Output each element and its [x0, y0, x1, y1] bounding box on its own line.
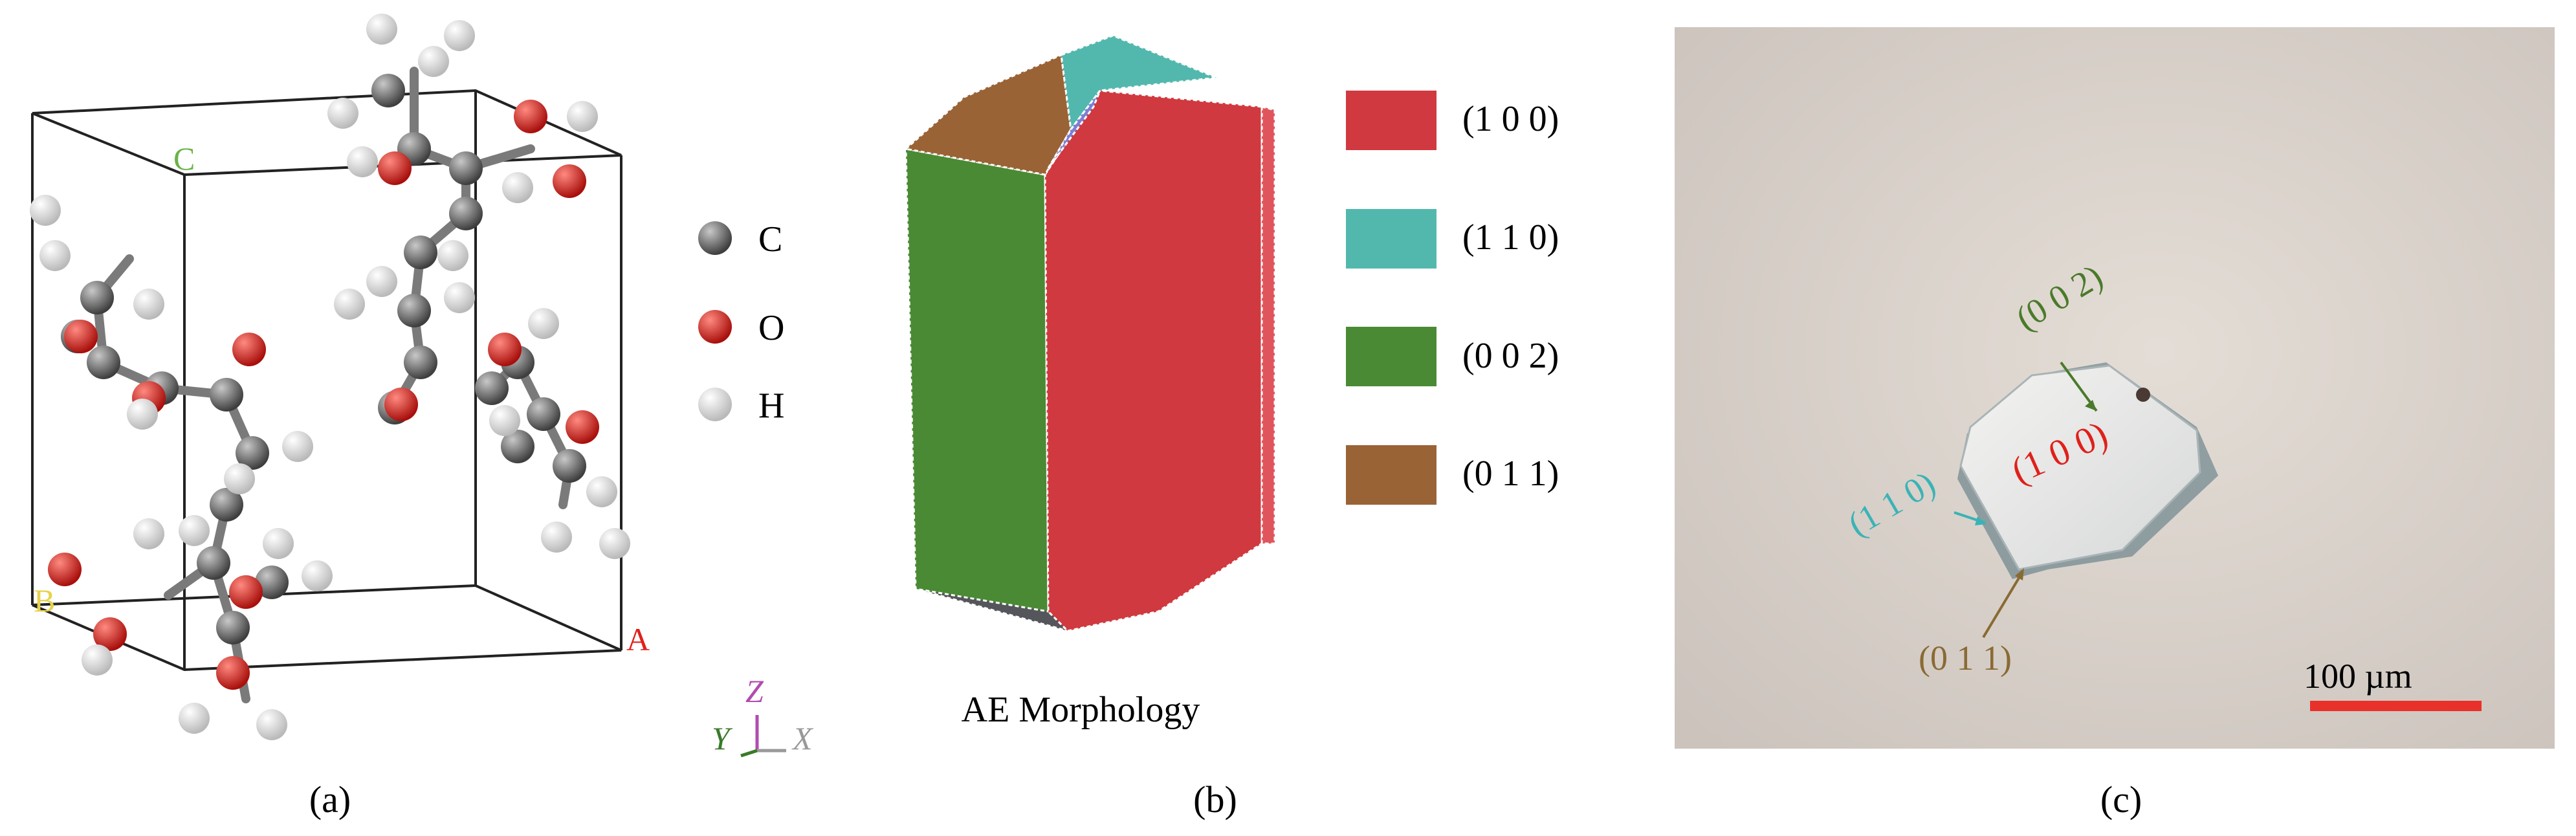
legend-swatch-100	[1346, 91, 1437, 150]
panel-b-caption: (b)	[1193, 778, 1237, 820]
morphology-title: AE Morphology	[962, 690, 1200, 730]
triad-z-label: Z	[745, 673, 764, 709]
legend-label-100: (1 0 0)	[1462, 99, 1559, 139]
cell-axis-b-label: B	[34, 582, 55, 619]
panel-c-caption: (c)	[2100, 778, 2142, 820]
legend-swatch-110	[1346, 209, 1437, 269]
scale-bar	[2310, 701, 2482, 711]
arrow-110-head	[1975, 516, 1987, 525]
panel-a-unit-cell: C B A C O H Z Y X (a)	[30, 14, 814, 820]
cell-axis-a-label: A	[626, 621, 650, 657]
legend-carbon-ball	[698, 221, 732, 255]
arrow-011-head	[2015, 568, 2024, 580]
legend-label-011: (0 1 1)	[1462, 454, 1559, 494]
label-face-011: (0 1 1)	[1919, 639, 2012, 677]
legend-swatch-002	[1346, 327, 1437, 386]
panel-b-morphology: AE Morphology (1 0 0) (1 1 0) (0 0 2) (0…	[903, 34, 1559, 820]
facet-002	[905, 148, 1050, 613]
facet-100	[1044, 89, 1263, 632]
legend-oxygen-ball	[698, 310, 732, 344]
legend-carbon-label: C	[758, 219, 782, 259]
crystal-image	[1957, 362, 2218, 579]
facet-small	[1047, 90, 1101, 169]
legend-oxygen-label: O	[758, 308, 784, 348]
orientation-triad: Z Y X	[712, 673, 814, 758]
legend-label-110: (1 1 0)	[1462, 217, 1559, 258]
legend-hydrogen-label: H	[758, 386, 784, 426]
facet-110	[1060, 34, 1217, 132]
cell-axis-c-label: C	[173, 140, 195, 177]
legend-label-002: (0 0 2)	[1462, 336, 1559, 376]
facet-legend: (1 0 0) (1 1 0) (0 0 2) (0 1 1)	[1346, 91, 1559, 505]
panel-a-caption: (a)	[309, 778, 351, 820]
element-legend: C O H	[698, 219, 784, 426]
arrow-011	[1982, 571, 2023, 639]
facet-100-side	[1260, 105, 1276, 545]
arrow-002-head	[2085, 400, 2097, 411]
scale-bar-label: 100 µm	[2304, 657, 2412, 696]
crystal-habit	[903, 34, 1276, 632]
legend-swatch-011	[1346, 445, 1437, 505]
legend-hydrogen-ball	[698, 388, 732, 421]
triad-x-label: X	[791, 720, 814, 756]
panel-c-micrograph: (0 0 2) (1 0 0) (1 1 0) (0 1 1) 100 µm (…	[1675, 27, 2555, 820]
molecule-cluster	[30, 14, 630, 740]
triad-y-label: Y	[712, 720, 733, 756]
